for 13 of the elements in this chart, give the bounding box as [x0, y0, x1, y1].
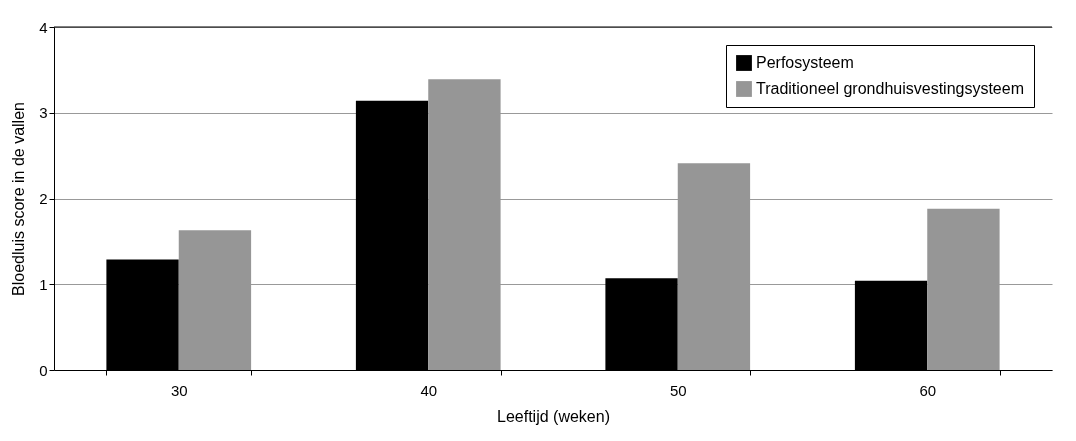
- y-tick-label: 1: [39, 275, 48, 293]
- x-tick-label: 30: [170, 381, 188, 399]
- x-tick-label: 40: [420, 381, 438, 399]
- legend-label: Perfosysteem: [756, 54, 854, 71]
- legend-label: Traditioneel grondhuisvestingsysteem: [756, 80, 1024, 97]
- y-axis-title: Bloedluis score in de vallen: [10, 102, 28, 296]
- x-tick-label: 60: [919, 381, 937, 399]
- y-tick-label: 0: [39, 361, 48, 379]
- y-tick-label: 3: [39, 104, 48, 122]
- y-tick-label: 4: [39, 18, 48, 36]
- y-tick-label: 2: [39, 190, 48, 207]
- x-tick-label: 50: [669, 381, 687, 399]
- x-axis-title: Leeftijd (weken): [497, 407, 610, 425]
